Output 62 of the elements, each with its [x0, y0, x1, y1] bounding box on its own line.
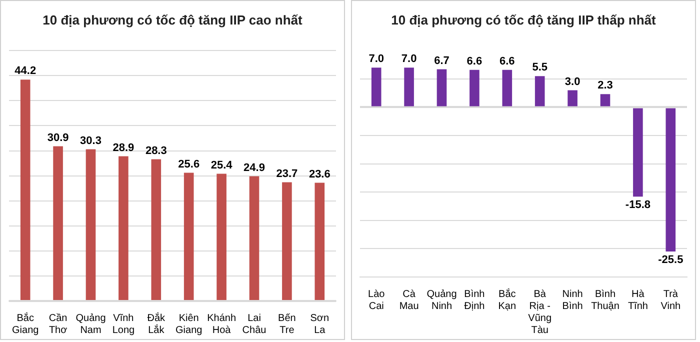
data-label: 25.4 — [210, 159, 234, 172]
x-tick-label: Bắc Giang — [12, 312, 39, 336]
x-tick-label: Bình Định — [464, 288, 485, 312]
x-tick-label: Bắc Kạn — [498, 288, 516, 312]
data-label: 5.5 — [532, 62, 548, 74]
bar — [216, 174, 226, 300]
data-label: 6.6 — [500, 55, 515, 68]
data-label: 44.2 — [14, 65, 36, 78]
bar — [53, 146, 63, 300]
bar — [600, 94, 610, 106]
data-label: -25.5 — [658, 254, 684, 266]
x-tick-label: Quảng Nam — [76, 312, 106, 336]
x-tick-label: Quảng Ninh — [426, 288, 457, 312]
bar — [568, 90, 578, 106]
x-tick-label: Đắk Lắk — [147, 312, 166, 336]
x-tick-label: Lai Châu — [242, 312, 266, 336]
x-tick-label: Sơn La — [310, 312, 330, 336]
data-label: 7.0 — [401, 53, 417, 66]
x-tick-label: Bến Tre — [278, 312, 296, 336]
bar — [86, 149, 96, 300]
bar — [633, 108, 643, 197]
x-tick-label: Ninh Bình — [562, 288, 583, 312]
x-tick-label: Khánh Hoà — [207, 312, 236, 336]
x-tick-label: Trà Vinh — [660, 288, 681, 312]
data-label: 28.9 — [112, 142, 134, 154]
data-label: 23.7 — [276, 168, 298, 180]
bar — [371, 68, 382, 106]
chart-title: 10 địa phương có tốc độ tăng IIP cao nhất — [42, 12, 303, 28]
data-label: 28.3 — [145, 144, 167, 157]
bar — [282, 182, 292, 300]
x-tick-label: Hà Tĩnh — [628, 288, 648, 312]
bar — [404, 68, 414, 106]
x-tick-label: Lào Cai — [368, 288, 386, 312]
bar — [249, 176, 260, 300]
bar — [666, 108, 676, 252]
x-tick-label: Cần Thơ — [48, 312, 68, 336]
bar — [436, 69, 447, 106]
x-tick-label: Vĩnh Long — [112, 312, 135, 336]
bar — [118, 156, 128, 300]
bar — [470, 70, 480, 106]
data-label: 30.3 — [80, 134, 102, 147]
bar — [314, 182, 325, 300]
x-tick-label: Bà Rịa - Vũng Tàu — [528, 288, 552, 336]
data-label: 6.6 — [466, 55, 482, 68]
bar — [184, 172, 194, 300]
bar — [151, 159, 162, 300]
x-tick-label: Kiên Giang — [176, 312, 202, 336]
data-label: 24.9 — [244, 162, 265, 174]
data-label: 6.7 — [434, 54, 450, 67]
x-tick-label: Cà Mau — [399, 288, 419, 312]
data-label: 25.6 — [178, 158, 200, 170]
data-label: 3.0 — [564, 76, 580, 88]
data-label: -15.8 — [625, 199, 650, 212]
data-label: 30.9 — [47, 132, 69, 144]
bar — [502, 70, 512, 106]
chart-title: 10 địa phương có tốc độ tăng IIP thấp nhất — [391, 12, 657, 28]
data-label: 2.3 — [598, 80, 613, 92]
x-tick-label: Bình Thuận — [591, 288, 620, 312]
bar — [20, 80, 30, 300]
data-label: 23.6 — [308, 168, 330, 180]
bar — [534, 76, 545, 106]
data-label: 7.0 — [368, 53, 384, 66]
